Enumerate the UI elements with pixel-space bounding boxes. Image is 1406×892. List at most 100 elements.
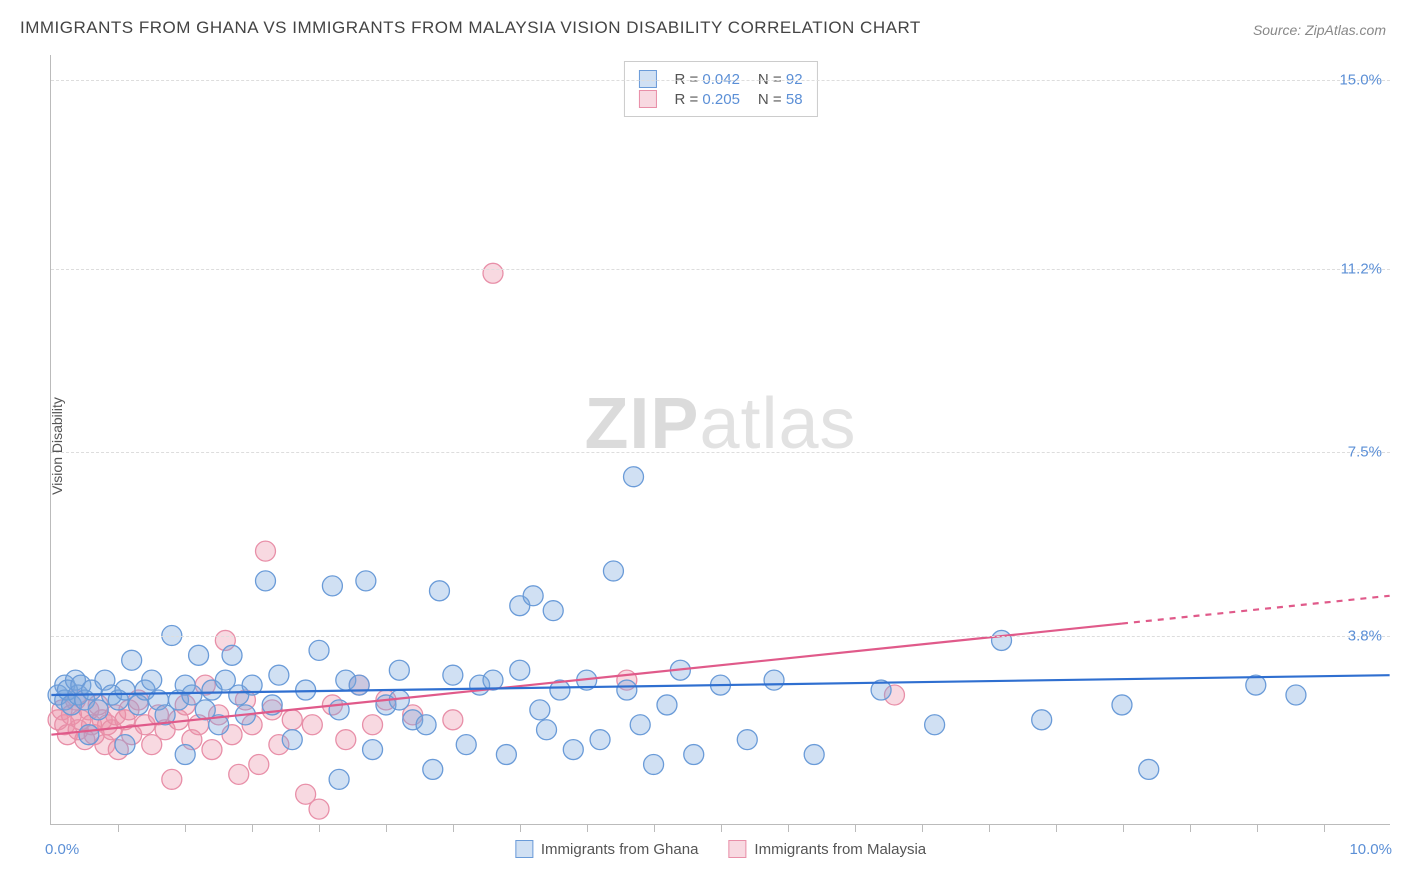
x-tick <box>319 824 320 832</box>
x-tick <box>788 824 789 832</box>
ghana-point <box>115 735 135 755</box>
ghana-point <box>1286 685 1306 705</box>
x-tick <box>520 824 521 832</box>
malaysia-point <box>249 754 269 774</box>
ghana-point <box>657 695 677 715</box>
ghana-point <box>349 675 369 695</box>
y-tick-label: 15.0% <box>1339 71 1382 88</box>
gridline <box>51 80 1390 81</box>
malaysia-point <box>202 740 222 760</box>
ghana-swatch-icon <box>515 840 533 858</box>
ghana-point <box>269 665 289 685</box>
malaysia-point <box>302 715 322 735</box>
malaysia-trendline-extrapolated <box>1122 596 1390 624</box>
x-tick <box>185 824 186 832</box>
ghana-point <box>309 640 329 660</box>
ghana-point <box>79 725 99 745</box>
ghana-point <box>329 769 349 789</box>
ghana-point <box>122 650 142 670</box>
y-tick-label: 7.5% <box>1348 444 1382 461</box>
x-tick <box>1324 824 1325 832</box>
malaysia-point <box>229 764 249 784</box>
ghana-point <box>256 571 276 591</box>
x-tick <box>453 824 454 832</box>
ghana-point <box>329 700 349 720</box>
ghana-point <box>1032 710 1052 730</box>
legend-item-ghana: Immigrants from Ghana <box>515 840 699 858</box>
ghana-point <box>282 730 302 750</box>
ghana-point <box>925 715 945 735</box>
x-tick <box>1257 824 1258 832</box>
ghana-point <box>1139 759 1159 779</box>
malaysia-point <box>309 799 329 819</box>
ghana-point <box>992 630 1012 650</box>
ghana-point <box>530 700 550 720</box>
ghana-point <box>175 745 195 765</box>
legend-label: Immigrants from Malaysia <box>754 841 926 858</box>
ghana-point <box>537 720 557 740</box>
ghana-point <box>429 581 449 601</box>
legend: Immigrants from Ghana Immigrants from Mal… <box>515 840 926 858</box>
source-attribution: Source: ZipAtlas.com <box>1253 22 1386 38</box>
x-tick <box>386 824 387 832</box>
malaysia-point <box>256 541 276 561</box>
ghana-point <box>543 601 563 621</box>
x-tick <box>118 824 119 832</box>
x-tick <box>922 824 923 832</box>
x-tick <box>989 824 990 832</box>
malaysia-point <box>363 715 383 735</box>
ghana-point <box>1112 695 1132 715</box>
ghana-point <box>630 715 650 735</box>
x-tick-label: 10.0% <box>1349 841 1392 858</box>
ghana-point <box>443 665 463 685</box>
ghana-point <box>389 660 409 680</box>
ghana-point <box>189 645 209 665</box>
x-tick <box>1056 824 1057 832</box>
x-tick <box>252 824 253 832</box>
ghana-point <box>617 680 637 700</box>
ghana-point <box>363 740 383 760</box>
ghana-point <box>737 730 757 750</box>
y-tick-label: 11.2% <box>1341 260 1382 277</box>
ghana-point <box>510 660 530 680</box>
malaysia-point <box>162 769 182 789</box>
gridline <box>51 636 1390 637</box>
malaysia-point <box>336 730 356 750</box>
malaysia-point <box>282 710 302 730</box>
ghana-point <box>624 467 644 487</box>
legend-label: Immigrants from Ghana <box>541 841 699 858</box>
ghana-point <box>804 745 824 765</box>
y-tick-label: 3.8% <box>1348 628 1382 645</box>
ghana-point <box>644 754 664 774</box>
ghana-point <box>356 571 376 591</box>
gridline <box>51 269 1390 270</box>
ghana-point <box>222 645 242 665</box>
ghana-point <box>456 735 476 755</box>
ghana-point <box>603 561 623 581</box>
ghana-point <box>684 745 704 765</box>
chart-plot-area: ZIPatlas R = 0.042N = 92R = 0.205N = 58 … <box>50 55 1390 825</box>
ghana-point <box>563 740 583 760</box>
x-tick <box>587 824 588 832</box>
x-tick <box>1190 824 1191 832</box>
ghana-point <box>322 576 342 596</box>
malaysia-swatch-icon <box>728 840 746 858</box>
malaysia-point <box>483 263 503 283</box>
chart-title: IMMIGRANTS FROM GHANA VS IMMIGRANTS FROM… <box>20 18 921 38</box>
gridline <box>51 452 1390 453</box>
ghana-point <box>142 670 162 690</box>
ghana-point <box>523 586 543 606</box>
ghana-point <box>764 670 784 690</box>
ghana-point <box>496 745 516 765</box>
ghana-point <box>416 715 436 735</box>
scatter-plot-svg <box>51 55 1390 824</box>
x-tick-label: 0.0% <box>45 841 79 858</box>
malaysia-point <box>443 710 463 730</box>
ghana-point <box>423 759 443 779</box>
legend-item-malaysia: Immigrants from Malaysia <box>728 840 926 858</box>
x-tick <box>654 824 655 832</box>
ghana-point <box>590 730 610 750</box>
x-tick <box>721 824 722 832</box>
x-tick <box>855 824 856 832</box>
x-tick <box>1123 824 1124 832</box>
